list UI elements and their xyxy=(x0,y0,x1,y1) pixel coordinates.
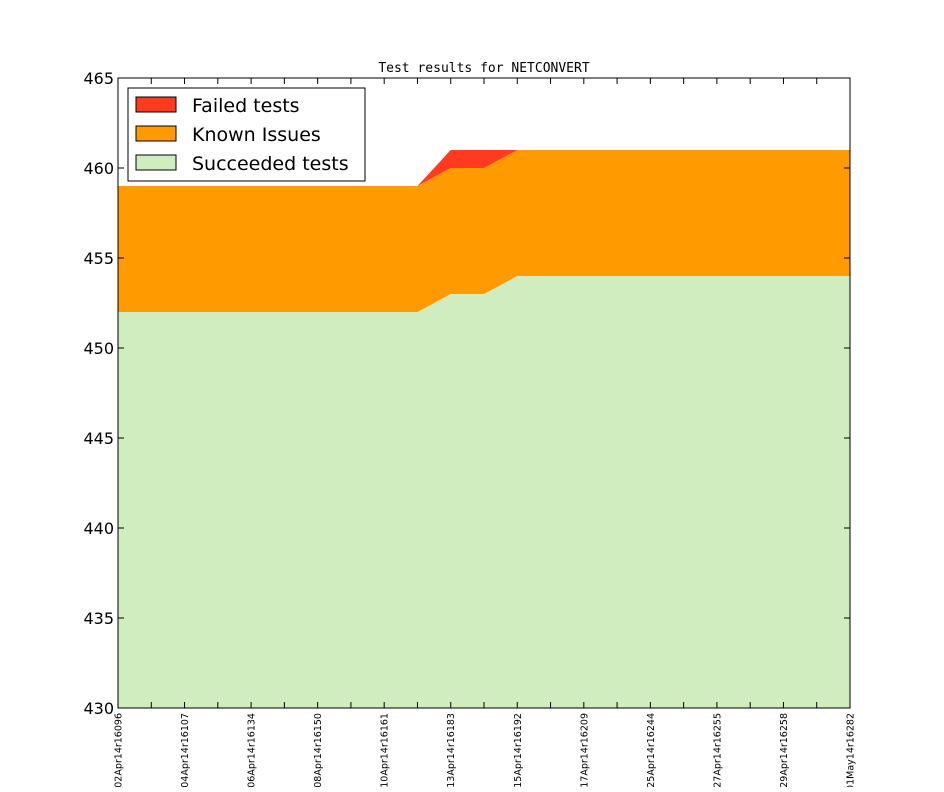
y-tick-label: 465 xyxy=(83,69,114,88)
y-tick-label: 430 xyxy=(83,699,114,718)
series-area-failed-tests xyxy=(118,150,850,186)
legend-swatch-failed-tests xyxy=(135,96,177,113)
legend-label-failed-tests: Failed tests xyxy=(192,95,300,117)
chart-title: Test results for NETCONVERT xyxy=(378,61,589,76)
x-tick-label: 01May14r16282 xyxy=(846,713,857,787)
x-tick-label: 10Apr14r16161 xyxy=(380,713,391,787)
y-tick-label: 445 xyxy=(83,429,114,448)
legend-label-known-issues: Known Issues xyxy=(192,124,321,146)
y-tick-label: 450 xyxy=(83,339,114,358)
legend-swatch-known-issues xyxy=(135,125,177,142)
x-tick-label: 02Apr14r16096 xyxy=(114,713,125,787)
x-tick-label: 17Apr14r16209 xyxy=(579,713,590,787)
x-axis: 02Apr14r16096 04Apr14r16107 06Apr14r16134 0… xyxy=(114,78,857,791)
x-tick-label: 08Apr14r16150 xyxy=(313,713,324,787)
area-layer xyxy=(118,150,850,708)
legend-swatch-succeeded-tests xyxy=(135,154,177,171)
y-tick-label: 460 xyxy=(83,159,114,178)
series-area-succeeded-tests xyxy=(118,276,850,708)
x-tick-label: 27Apr14r16255 xyxy=(712,713,723,787)
x-tick-label: 25Apr14r16244 xyxy=(646,713,657,787)
x-tick-label: 13Apr14r16183 xyxy=(446,713,457,787)
y-axis: 430 435 440 445 450 455 460 465 xyxy=(83,69,850,718)
y-tick-label: 440 xyxy=(83,519,114,538)
series-area-known-issues xyxy=(118,150,850,312)
y-tick-label: 455 xyxy=(83,249,114,268)
x-tick-label: 04Apr14r16107 xyxy=(180,713,191,787)
x-tick-label: 06Apr14r16134 xyxy=(247,713,258,787)
y-tick-label: 435 xyxy=(83,609,114,628)
legend-label-succeeded-tests: Succeeded tests xyxy=(192,153,349,175)
x-tick-label: 29Apr14r16258 xyxy=(779,713,790,787)
legend: Failed tests Known Issues Succeeded tests xyxy=(127,87,366,182)
x-tick-label: 15Apr14r16192 xyxy=(513,713,524,787)
